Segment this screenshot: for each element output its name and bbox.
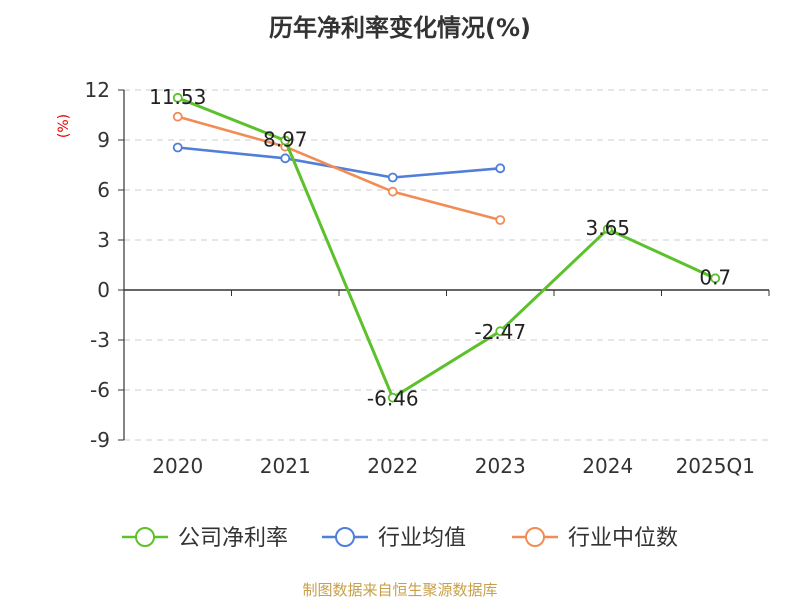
x-tick-label: 2023 <box>475 454 526 478</box>
data-label: 8.97 <box>263 128 308 152</box>
data-labels: 11.53 8.97 -6.46 -2.47 3.65 0.7 <box>149 85 731 411</box>
x-tick-label: 2020 <box>152 454 203 478</box>
data-point <box>495 215 506 225</box>
data-point <box>602 224 613 235</box>
legend-label: 行业中位数 <box>568 526 678 551</box>
data-point <box>387 392 398 403</box>
x-tick-label: 2025Q1 <box>676 454 755 478</box>
y-tick-labels: 12 9 6 3 0 -3 -6 -9 <box>85 78 110 452</box>
data-point <box>387 172 398 183</box>
x-tick-label: 2022 <box>367 454 418 478</box>
chart-title: 历年净利率变化情况(%) <box>269 14 531 42</box>
data-point <box>172 111 183 122</box>
y-tick-label: 3 <box>97 228 110 252</box>
data-label: 3.65 <box>585 216 630 240</box>
legend-marker <box>135 527 155 547</box>
data-point <box>495 163 506 174</box>
data-label: -2.47 <box>474 320 526 344</box>
data-point <box>280 135 291 146</box>
data-point <box>387 186 398 197</box>
data-point <box>495 326 506 337</box>
axes <box>118 89 770 441</box>
y-tick-label: 9 <box>97 128 110 152</box>
x-tick-label: 2024 <box>582 454 633 478</box>
y-axis-unit-label: (%) <box>56 114 72 138</box>
data-point <box>280 153 291 164</box>
data-label: -6.46 <box>367 387 419 411</box>
y-tick-label: -9 <box>90 428 110 452</box>
legend-label: 公司净利率 <box>178 526 288 551</box>
series-line <box>177 96 716 400</box>
series-lines <box>172 92 721 403</box>
data-point <box>172 142 183 153</box>
source-note: 制图数据来自恒生聚源数据库 <box>302 581 497 599</box>
y-tick-label: 6 <box>97 178 110 202</box>
legend-marker <box>525 527 545 547</box>
x-tick-labels: 2020 2021 2022 2023 2024 2025Q1 <box>152 454 755 478</box>
legend-marker <box>335 527 355 547</box>
series-line <box>177 146 501 179</box>
y-tick-label: -6 <box>90 378 110 402</box>
data-point <box>710 273 721 284</box>
data-label: 0.7 <box>699 265 731 289</box>
series-line <box>177 115 501 222</box>
y-tick-label: 12 <box>85 78 110 102</box>
y-tick-label: -3 <box>90 328 110 352</box>
data-label: 11.53 <box>149 85 206 109</box>
legend-label: 行业均值 <box>378 526 466 551</box>
x-tick-label: 2021 <box>260 454 311 478</box>
legend: 公司净利率 行业均值 行业中位数 <box>122 526 678 551</box>
data-point <box>172 92 183 103</box>
y-tick-label: 0 <box>97 278 110 302</box>
gridlines <box>124 89 769 441</box>
